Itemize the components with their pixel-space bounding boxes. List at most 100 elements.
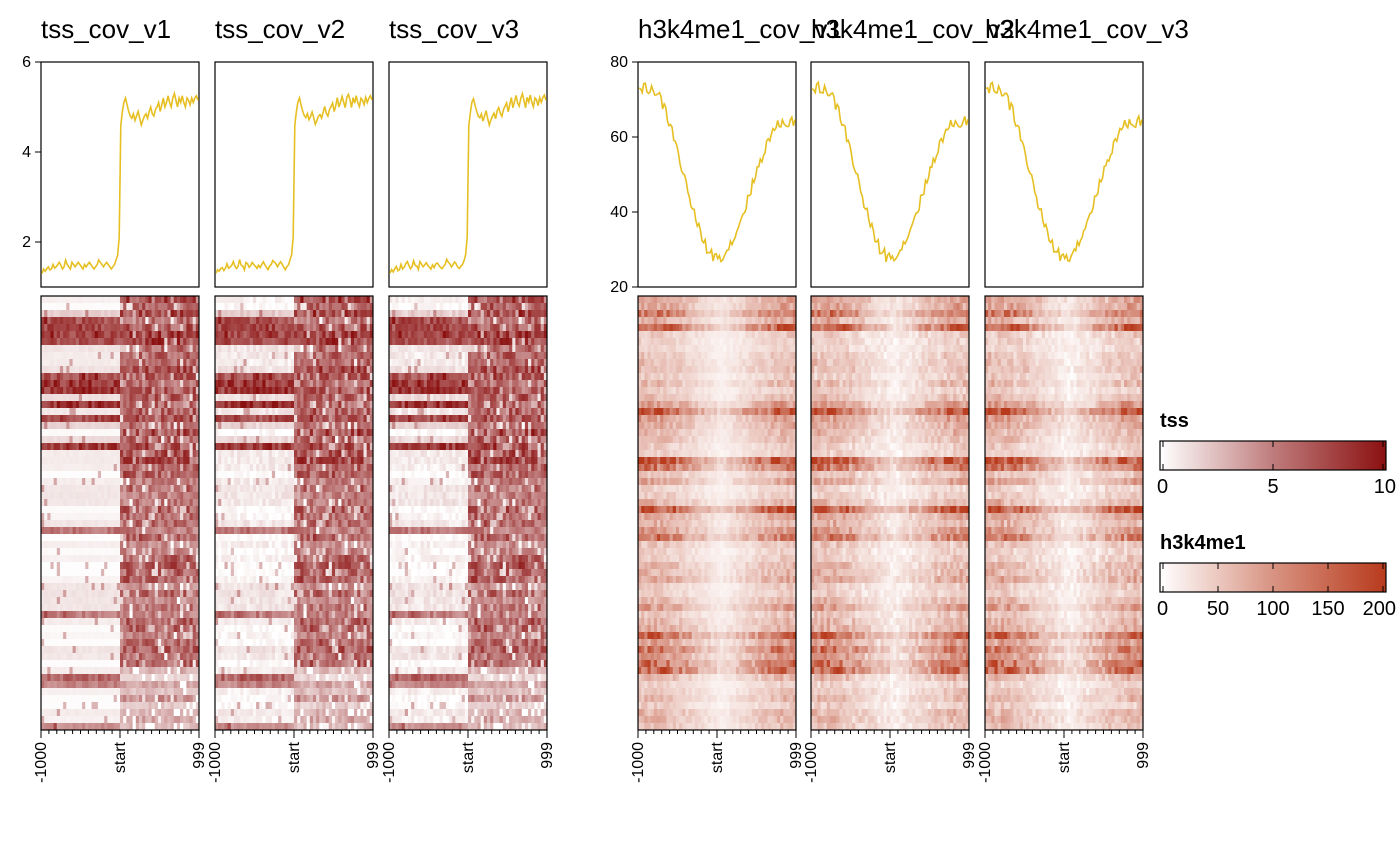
heatmap-cell [329, 415, 333, 422]
heatmap-cell [341, 401, 345, 408]
heatmap-cell [92, 723, 96, 730]
heatmap-cell [47, 555, 51, 562]
heatmap-cell [117, 303, 121, 310]
heatmap-cell [186, 681, 190, 688]
heatmap-cell [338, 436, 342, 443]
heatmap-cell [98, 520, 102, 527]
heatmap-cell [95, 534, 99, 541]
heatmap-cell [76, 394, 80, 401]
heatmap-cell [297, 387, 301, 394]
heatmap-cell [319, 548, 323, 555]
heatmap-cell [155, 590, 159, 597]
heatmap-cell [243, 527, 247, 534]
heatmap-cell [319, 520, 323, 527]
heatmap-cell [142, 499, 146, 506]
heatmap-cell [161, 436, 165, 443]
heatmap-cell [177, 429, 181, 436]
heatmap-cell [231, 394, 235, 401]
heatmap-cell [193, 548, 197, 555]
heatmap-cell [98, 625, 102, 632]
heatmap-cell [240, 422, 244, 429]
heatmap-cell [174, 688, 178, 695]
heatmap-cell [171, 681, 175, 688]
heatmap-cell [243, 380, 247, 387]
heatmap-cell [63, 709, 67, 716]
heatmap-cell [114, 338, 118, 345]
heatmap-cell [152, 324, 156, 331]
heatmap-cell [234, 310, 238, 317]
heatmap-cell [66, 457, 70, 464]
heatmap-cell [174, 478, 178, 485]
heatmap-cell [183, 415, 187, 422]
heatmap-cell [348, 485, 352, 492]
heatmap-cell [262, 380, 266, 387]
heatmap-cell [291, 527, 295, 534]
heatmap-cell [114, 520, 118, 527]
heatmap-cell [256, 450, 260, 457]
heatmap-cell [278, 429, 282, 436]
heatmap-cell [129, 380, 133, 387]
heatmap-cell [104, 373, 108, 380]
heatmap-cell [142, 597, 146, 604]
heatmap-cell [111, 366, 115, 373]
heatmap-cell [269, 401, 273, 408]
heatmap-cell [237, 324, 241, 331]
heatmap-cell [85, 723, 89, 730]
heatmap-cell [66, 303, 70, 310]
heatmap-cell [164, 709, 168, 716]
heatmap-cell [126, 548, 130, 555]
heatmap-cell [117, 499, 121, 506]
heatmap-cell [329, 331, 333, 338]
heatmap-cell [82, 352, 86, 359]
heatmap-cell [133, 576, 137, 583]
heatmap-cell [183, 716, 187, 723]
heatmap-cell [307, 471, 311, 478]
heatmap-cell [69, 506, 73, 513]
heatmap-cell [82, 408, 86, 415]
heatmap-cell [44, 695, 48, 702]
heatmap-cell [266, 345, 270, 352]
heatmap-cell [348, 548, 352, 555]
heatmap-cell [234, 478, 238, 485]
heatmap-cell [224, 310, 228, 317]
heatmap-cell [101, 618, 105, 625]
heatmap-cell [262, 338, 266, 345]
heatmap-cell [269, 499, 273, 506]
heatmap-cell [117, 541, 121, 548]
heatmap-cell [345, 415, 349, 422]
heatmap-cell [291, 436, 295, 443]
heatmap-cell [275, 471, 279, 478]
heatmap-cell [92, 527, 96, 534]
heatmap-cell [167, 443, 171, 450]
heatmap-cell [360, 541, 364, 548]
heatmap-cell [164, 569, 168, 576]
heatmap-cell [133, 422, 137, 429]
heatmap-cell [98, 513, 102, 520]
heatmap-cell [133, 436, 137, 443]
heatmap-cell [76, 373, 80, 380]
heatmap-cell [180, 653, 184, 660]
heatmap-cell [155, 478, 159, 485]
heatmap-cell [85, 597, 89, 604]
heatmap-cell [117, 646, 121, 653]
heatmap-cell [164, 618, 168, 625]
heatmap-cell [253, 520, 257, 527]
heatmap-cell [256, 366, 260, 373]
heatmap-cell [145, 415, 149, 422]
heatmap-cell [167, 611, 171, 618]
heatmap-cell [190, 331, 194, 338]
heatmap-cell [142, 415, 146, 422]
heatmap-cell [240, 450, 244, 457]
heatmap-cell [104, 338, 108, 345]
heatmap-cell [310, 366, 314, 373]
heatmap-cell [171, 548, 175, 555]
heatmap-cell [133, 653, 137, 660]
heatmap-cell [171, 576, 175, 583]
heatmap-cell [85, 499, 89, 506]
heatmap-cell [155, 394, 159, 401]
heatmap-cell [186, 352, 190, 359]
heatmap-cell [351, 499, 355, 506]
heatmap-cell [98, 443, 102, 450]
heatmap-cell [224, 548, 228, 555]
heatmap-cell [247, 373, 251, 380]
